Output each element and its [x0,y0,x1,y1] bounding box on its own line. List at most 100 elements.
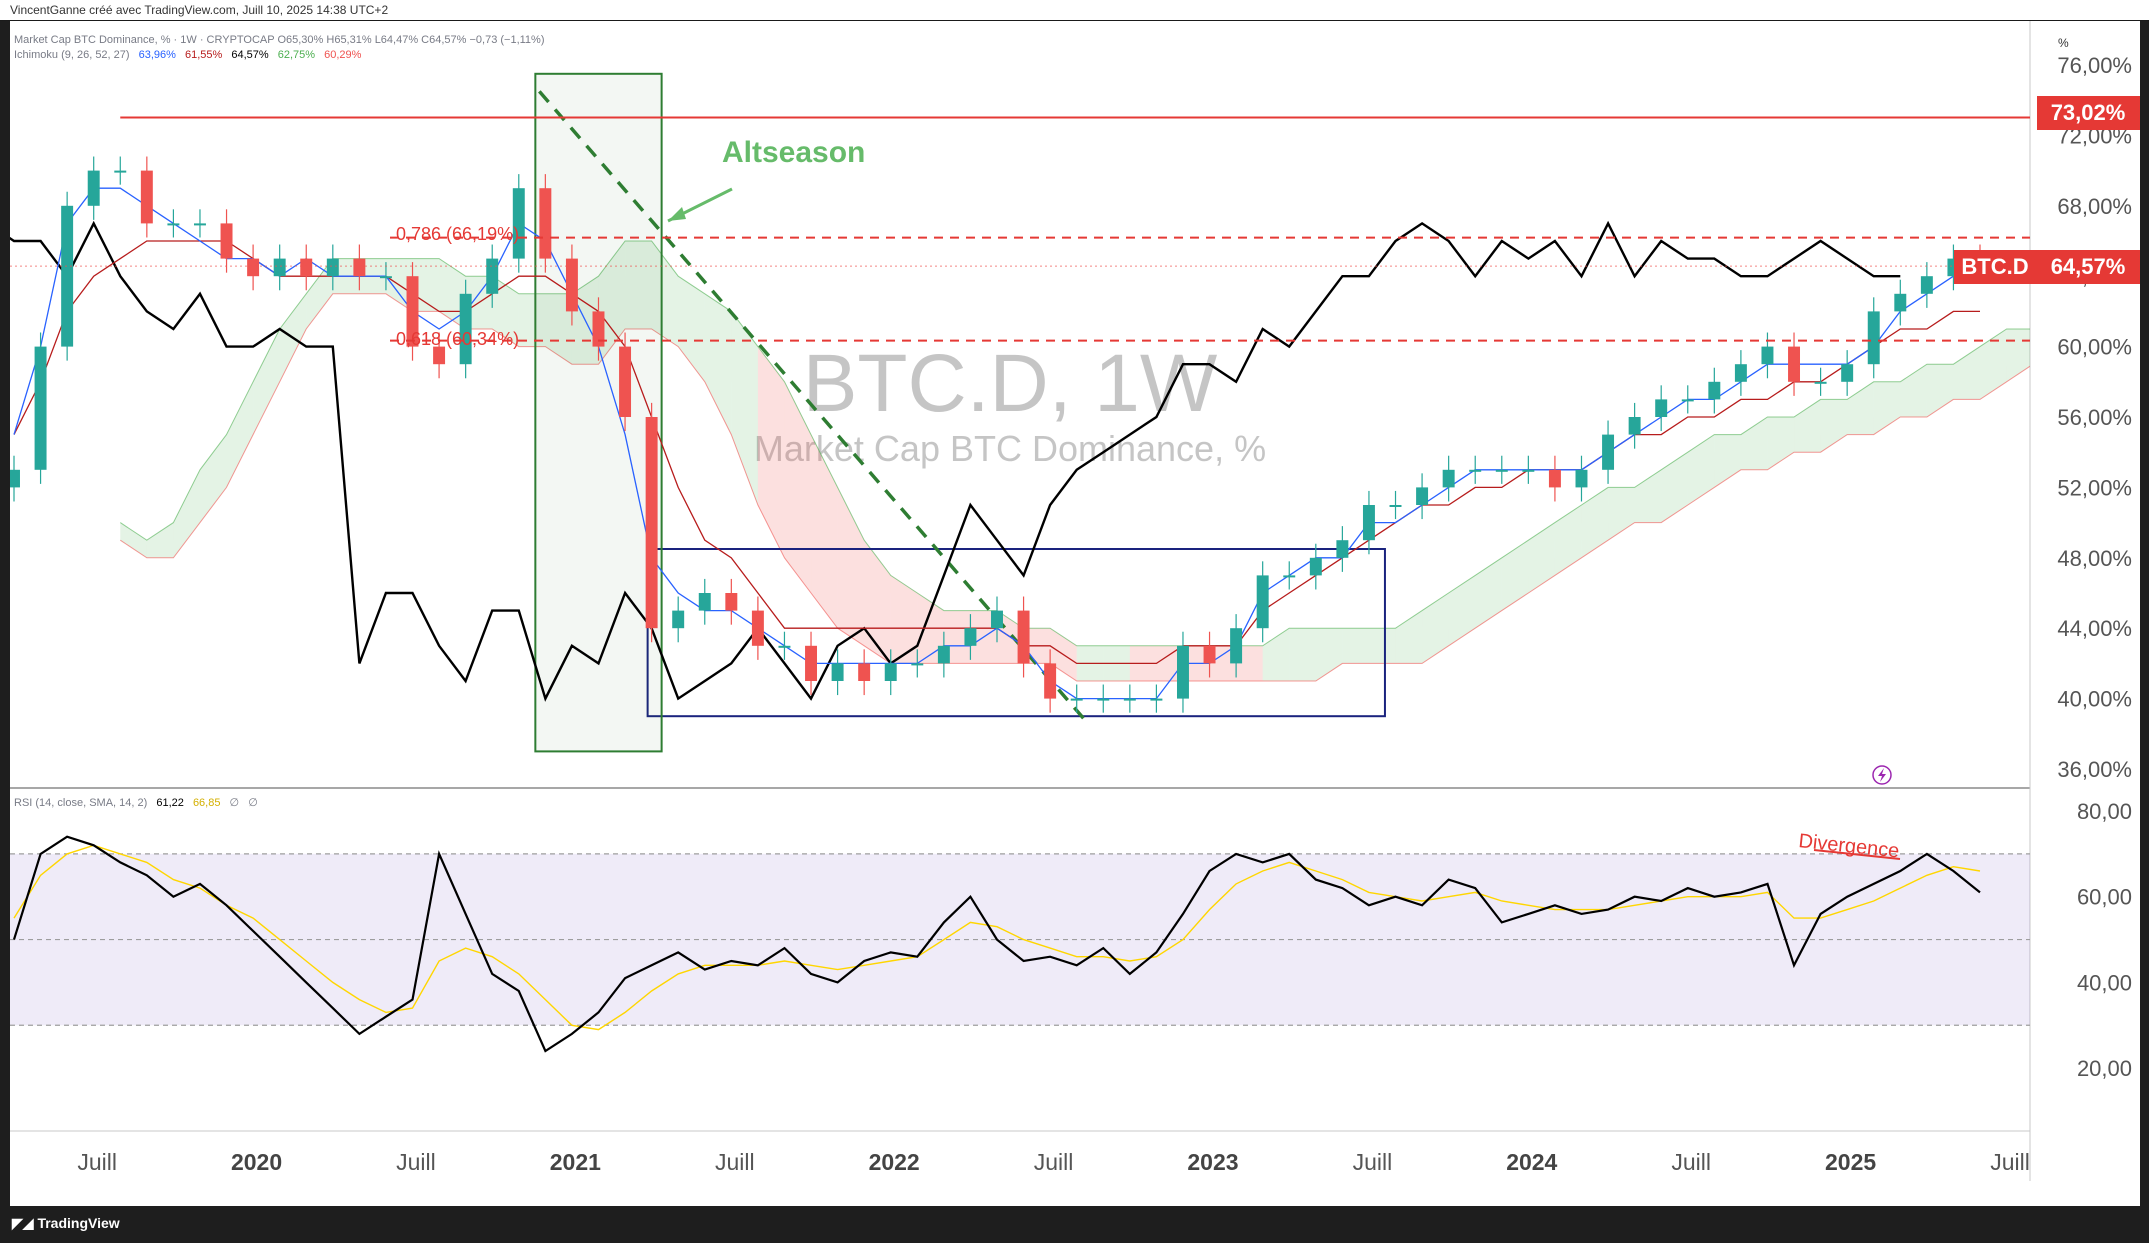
candle-body-5 [140,170,153,224]
candle-body-49 [1309,557,1322,576]
percent-scale-icon[interactable]: % [2058,36,2069,50]
price-tick-9: 40,00% [2057,687,2132,712]
candle-body-33 [884,663,897,681]
candle-body-73 [1947,258,1960,277]
candle-body-48 [1283,575,1296,578]
rsi-value: 61,22 [156,797,184,809]
chart-frame: BTC.D, 1W Market Cap BTC Dominance, % 76… [10,21,2140,1206]
candle-body-71 [1894,293,1907,312]
time-tick-5: 2022 [869,1149,920,1175]
ichimoku-lagging-value: 64,57% [231,49,269,61]
candle-body-56 [1495,469,1508,472]
candle-body-66 [1761,346,1774,365]
time-tick-6: Juill [1034,1149,1074,1175]
cloud-seg-28 [864,540,891,664]
candle-body-16 [433,346,446,365]
cloud-seg-49 [1422,593,1449,664]
altseason-arrow-head [668,207,686,221]
candle-body-30 [805,645,818,681]
candle-body-60 [1602,434,1615,470]
candle-body-62 [1655,399,1668,417]
tradingview-logo[interactable]: ◤◢ TradingView [12,1215,120,1232]
cloud-seg-19 [625,241,652,329]
cloud-seg-4 [226,381,254,488]
candle-body-50 [1336,540,1349,558]
cloud-seg-31 [943,610,971,664]
price-tick-2: 68,00% [2057,194,2132,219]
candle-body-45 [1203,645,1216,664]
cloud-seg-44 [1289,628,1316,681]
cloud-seg-15 [518,293,546,347]
cloud-seg-64 [1820,399,1848,453]
candle-body-38 [1017,610,1030,664]
price-tick-7: 48,00% [2057,546,2132,571]
cloud-seg-72 [2033,311,2060,364]
time-tick-0: Juill [77,1149,117,1175]
top-attribution-bar: VincentGanne créé avec TradingView.com, … [0,0,2149,21]
altseason-group [534,72,1087,753]
candle-body-18 [486,258,499,294]
range-box-group [646,548,1386,718]
cloud-seg-66 [1873,381,1901,435]
time-tick-9: 2024 [1506,1149,1557,1175]
price-tick-4: 60,00% [2057,335,2132,360]
candle-body-69 [1841,364,1854,382]
attribution-text: VincentGanne créé avec TradingView.com, … [10,3,389,17]
cloud-span-a [120,240,2030,647]
ichimoku-kijun-value: 61,55% [185,49,223,61]
cloud-seg-59 [1687,434,1715,505]
rsi-tick-3: 20,00 [2077,1056,2132,1081]
candle-body-14 [379,276,392,279]
price-tick-0: 76,00% [2057,53,2132,78]
candle-body-51 [1362,505,1375,541]
cloud-seg-53 [1528,522,1555,593]
tradingview-logo-text: TradingView [37,1215,120,1231]
cloud-seg-5 [253,329,280,435]
candle-body-28 [751,610,764,646]
candle-body-25 [672,610,685,629]
ticker-label: BTC.D [1961,254,2028,279]
cloud-seg-65 [1847,381,1874,435]
candle-body-24 [645,417,658,629]
candle-body-67 [1788,346,1801,382]
candle-body-21 [565,258,578,312]
candle-body-53 [1416,487,1429,505]
price-tick-6: 52,00% [2057,475,2132,500]
fib-618-label: 0,618 (60,34%) [396,329,519,349]
candle-body-41 [1097,698,1110,701]
cloud-seg-16 [545,293,572,365]
tradingview-logo-icon: ◤◢ [12,1215,38,1231]
fib-786-label: 0,786 (66,19%) [396,224,519,244]
candle-body-65 [1734,364,1747,382]
candle-body-4 [114,170,127,173]
time-tick-2: Juill [396,1149,436,1175]
time-tick-8: Juill [1353,1149,1393,1175]
candle-body-40 [1070,698,1083,701]
rsi-ma-value: 66,85 [193,797,221,809]
candle-body-42 [1123,698,1136,701]
rsi-tick-2: 40,00 [2077,970,2132,995]
rsi-ma-line [13,844,1981,1031]
cloud-seg-42 [1236,645,1263,681]
cloud-seg-58 [1661,452,1688,523]
lightning-icon[interactable] [1872,765,1892,785]
candle-body-3 [87,170,100,206]
candle-body-7 [193,223,206,226]
cloud-seg-0 [120,522,147,558]
cloud-seg-45 [1315,628,1343,681]
cloud-seg-47 [1368,628,1396,664]
candle-body-68 [1814,381,1827,384]
price-tick-5: 56,00% [2057,405,2132,430]
ichimoku-legend-label: Ichimoku (9, 26, 52, 27) [14,49,130,61]
candle-body-29 [778,645,791,648]
candle-body-2 [61,205,74,347]
candle-body-34 [911,663,924,666]
altseason-box [534,72,663,753]
cloud-seg-14 [492,276,519,347]
time-tick-4: Juill [715,1149,755,1175]
candle-body-61 [1628,417,1641,435]
chart-svg[interactable]: BTC.D, 1W Market Cap BTC Dominance, % 76… [10,21,2140,1206]
altseason-trendline [538,90,1087,721]
candle-body-57 [1522,469,1535,472]
cloud-span-b [120,293,2030,682]
